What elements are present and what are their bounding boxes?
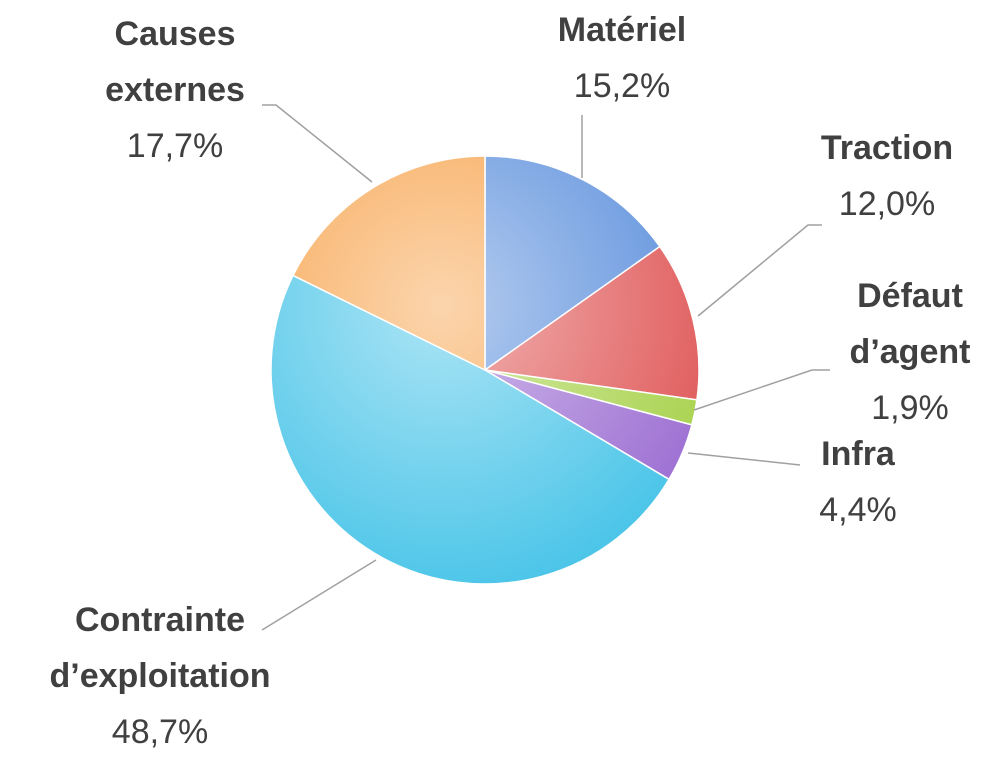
slice-label: Infra 4,4% xyxy=(819,426,897,538)
slice-label: Traction 12,0% xyxy=(821,120,953,232)
value-label: 48,7% xyxy=(111,713,209,751)
slice-label: Contrainte d’exploitation 48,7% xyxy=(50,592,271,758)
category-label: Causes externes xyxy=(105,15,245,109)
value-label: 12,0% xyxy=(838,185,936,223)
leader-line xyxy=(687,452,801,466)
leader-line xyxy=(693,369,830,411)
leader-line xyxy=(261,559,377,631)
slice-label: Matériel 15,2% xyxy=(558,2,687,114)
leader-line xyxy=(697,224,822,317)
value-label: 17,7% xyxy=(126,127,224,165)
leader-line xyxy=(262,104,373,183)
slice-label: Défaut d’agent 1,9% xyxy=(850,268,971,436)
category-label: Contrainte d’exploitation xyxy=(49,601,271,695)
slice-label: Causes externes 17,7% xyxy=(105,6,245,174)
category-label: Matériel xyxy=(557,11,687,49)
category-label: Infra xyxy=(821,435,895,473)
category-label: Défaut d’agent xyxy=(849,277,971,371)
value-label: 4,4% xyxy=(819,491,897,529)
value-label: 1,9% xyxy=(871,389,949,427)
category-label: Traction xyxy=(820,129,954,167)
value-label: 15,2% xyxy=(573,67,671,105)
